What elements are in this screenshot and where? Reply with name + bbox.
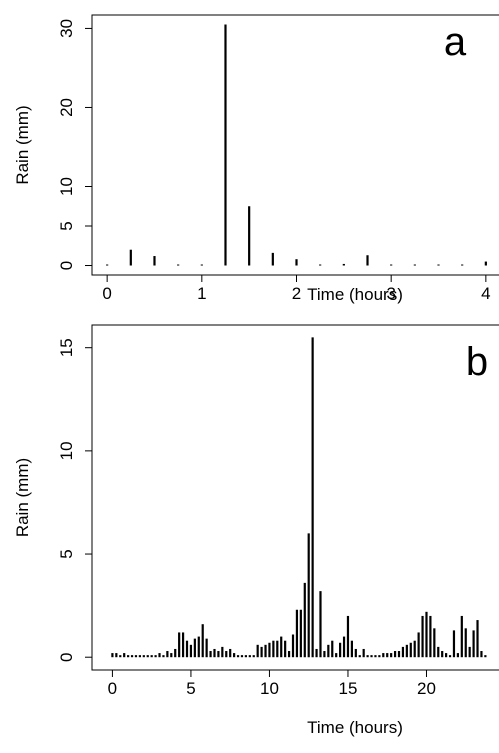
- panel-label: a: [444, 20, 467, 64]
- y-tick-label: 30: [57, 19, 76, 38]
- x-axis-label: Time (hours): [307, 285, 403, 304]
- x-tick-label: 3: [386, 284, 395, 303]
- plot-box: [91, 324, 499, 671]
- panel-label: b: [466, 340, 488, 384]
- y-axis-label: Rain (mm): [13, 105, 32, 184]
- y-tick-label: 10: [57, 441, 76, 460]
- x-tick-label: 10: [260, 679, 279, 698]
- y-tick-label: 15: [57, 338, 76, 357]
- y-tick-label: 0: [57, 261, 76, 270]
- x-tick-label: 0: [102, 284, 111, 303]
- y-tick-label: 20: [57, 98, 76, 117]
- plot-box: [91, 14, 499, 276]
- y-axis-label: Rain (mm): [13, 458, 32, 537]
- y-tick-label: 10: [57, 177, 76, 196]
- x-tick-label: 15: [339, 679, 358, 698]
- y-tick-label: 5: [57, 221, 76, 230]
- x-tick-label: 4: [481, 284, 490, 303]
- y-tick-label: 5: [57, 549, 76, 558]
- x-tick-label: 2: [292, 284, 301, 303]
- x-tick-label: 0: [108, 679, 117, 698]
- x-tick-label: 5: [186, 679, 195, 698]
- x-tick-label: 20: [417, 679, 436, 698]
- x-tick-label: 1: [197, 284, 206, 303]
- x-axis-label: Time (hours): [307, 718, 403, 737]
- y-tick-label: 0: [57, 652, 76, 661]
